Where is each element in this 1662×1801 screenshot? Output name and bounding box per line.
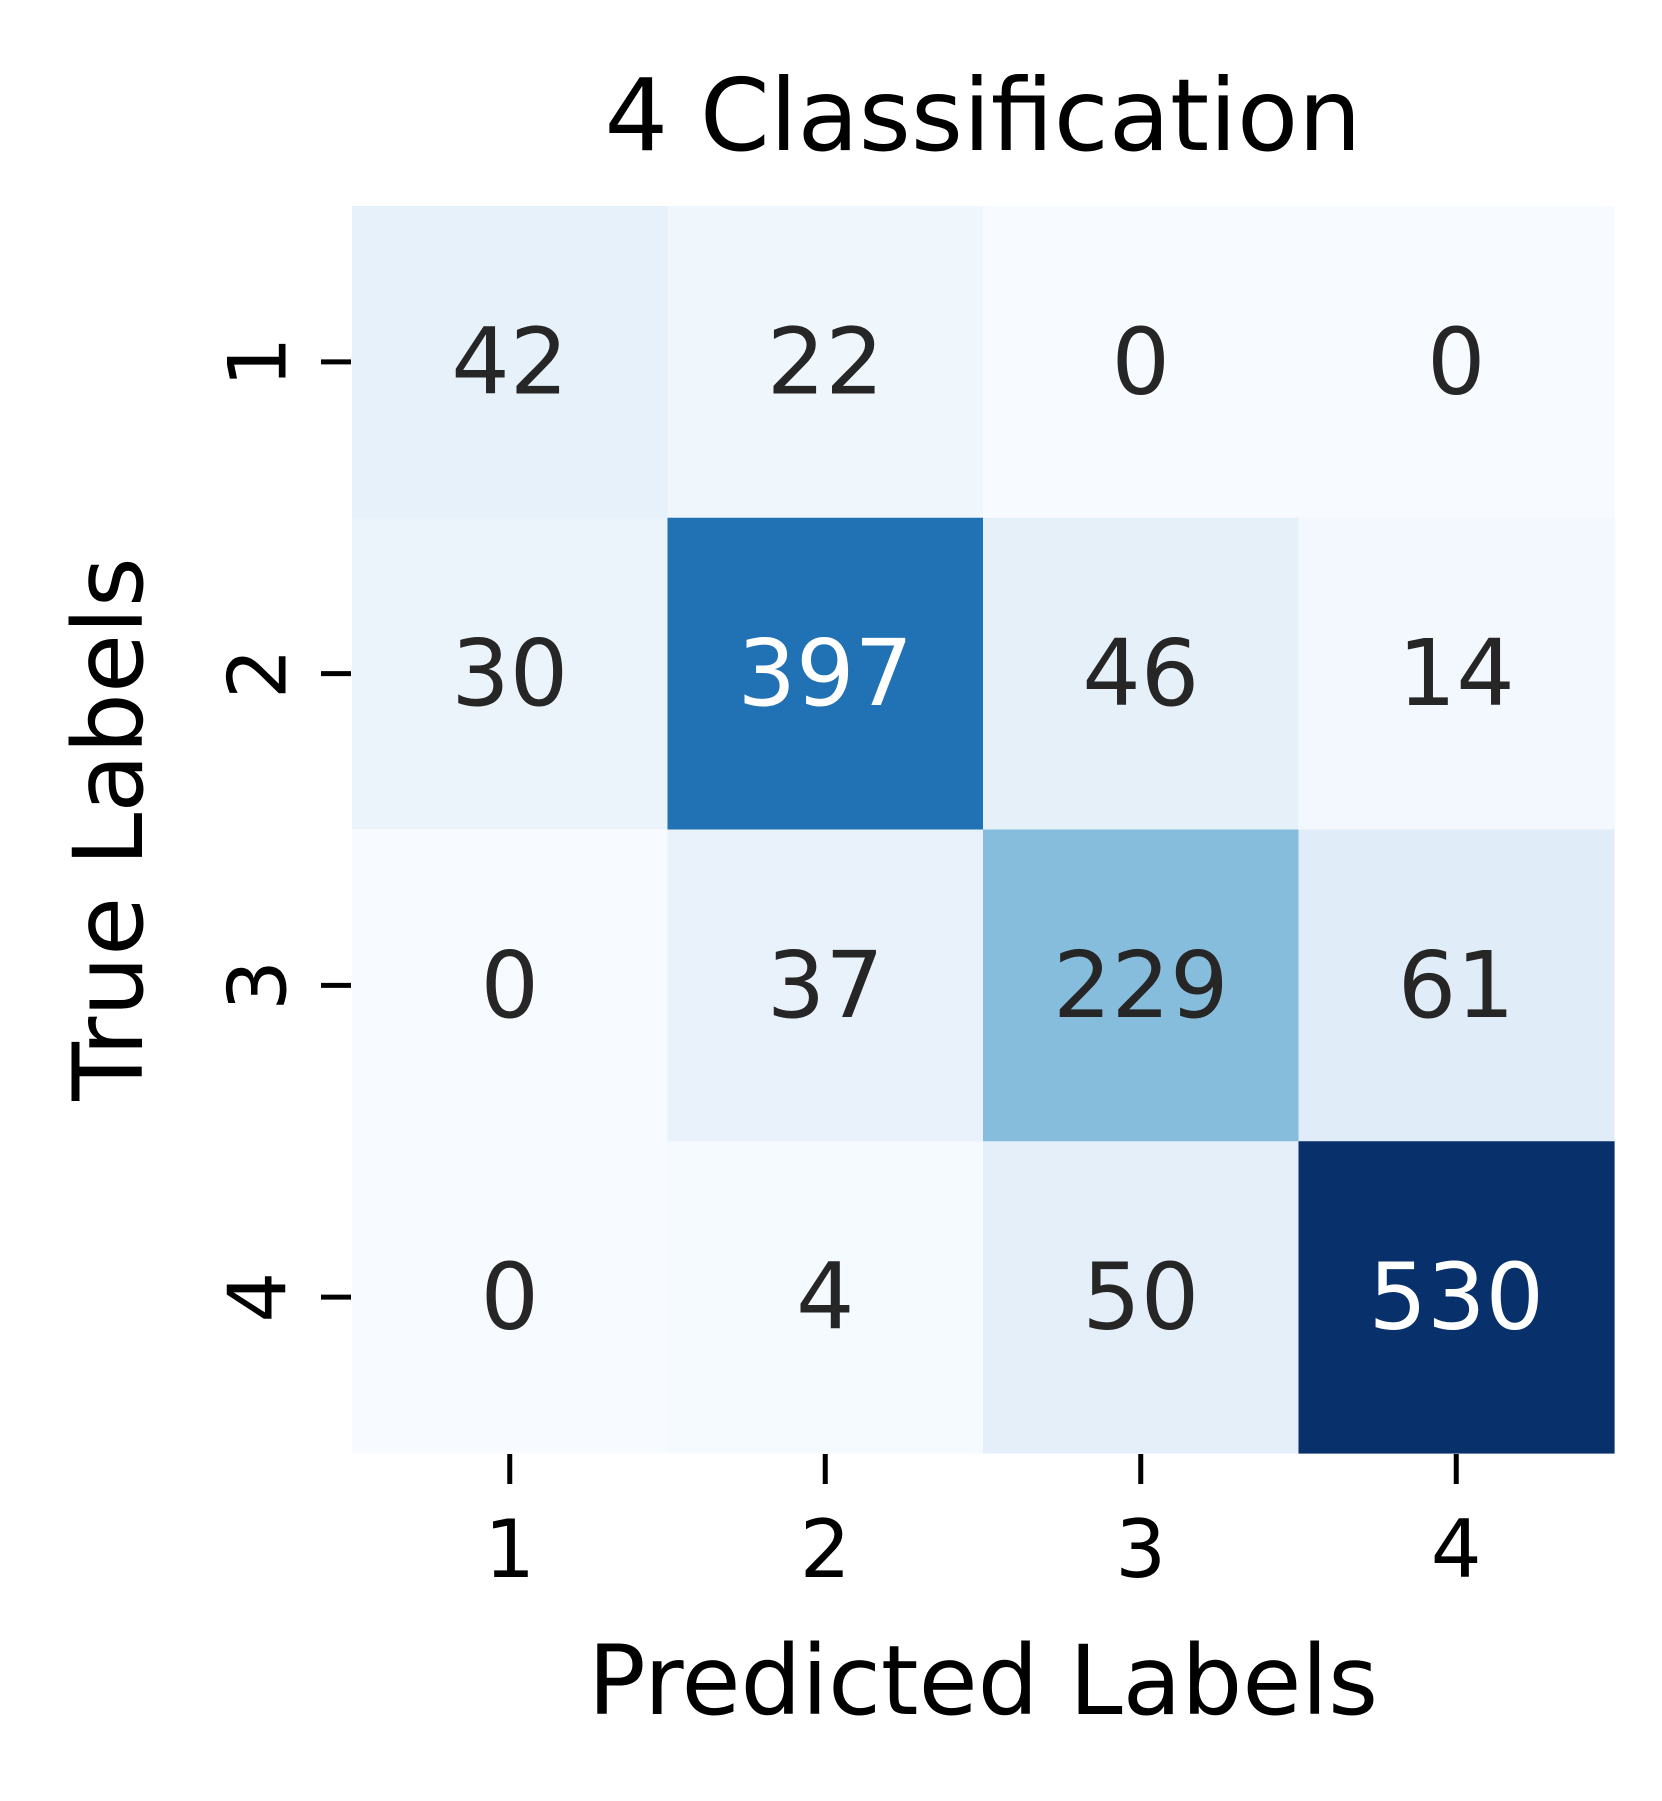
x-tick-label-4: 4: [1431, 1503, 1482, 1596]
heatmap-cell-r1-c3: [983, 206, 1300, 519]
cell-value-r3-c4: 61: [1398, 932, 1515, 1039]
heatmap-cell-r2-c1: [352, 517, 669, 831]
cell-value-r4-c4: 530: [1368, 1244, 1544, 1351]
heatmap-cell-r1-c4: [1298, 206, 1615, 519]
y-axis-label: True Labels: [53, 557, 165, 1101]
cell-annotations: 42 22 0 0 30 397 46 14 0 37 229 61 0 4 50 530: [451, 308, 1544, 1350]
x-axis-ticks: 1 2 3 4: [484, 1454, 1482, 1596]
heatmap-cell-r4-c2: [667, 1141, 984, 1454]
cell-value-r2-c3: 46: [1082, 620, 1199, 727]
x-tick-label-2: 2: [800, 1503, 851, 1596]
heatmap-cell-r2-c2: [667, 517, 984, 831]
x-tick-label-1: 1: [484, 1503, 535, 1596]
cell-value-r1-c2: 22: [767, 308, 884, 415]
cell-value-r4-c1: 0: [480, 1244, 539, 1351]
cell-value-r3-c3: 229: [1053, 932, 1229, 1039]
heatmap-cell-r4-c4: [1298, 1141, 1615, 1454]
heatmap-cell-r3-c4: [1298, 829, 1615, 1142]
x-axis-label: Predicted Labels: [588, 1625, 1378, 1737]
cell-value-r1-c4: 0: [1427, 308, 1486, 415]
cell-value-r3-c2: 37: [767, 932, 884, 1039]
cell-value-r3-c1: 0: [480, 932, 539, 1039]
y-tick-label-1: 1: [212, 336, 305, 387]
heatmap-cell-r4-c3: [983, 1141, 1300, 1454]
heatmap-cell-r1-c2: [667, 206, 984, 519]
cell-value-r1-c1: 42: [451, 308, 568, 415]
y-tick-label-2: 2: [212, 648, 305, 699]
cell-value-r2-c4: 14: [1398, 620, 1515, 727]
cell-value-r4-c3: 50: [1082, 1244, 1199, 1351]
y-axis-ticks: 1 2 3 4: [212, 336, 351, 1323]
y-tick-label-3: 3: [212, 960, 305, 1011]
x-tick-label-3: 3: [1115, 1503, 1166, 1596]
y-tick-label-4: 4: [212, 1272, 305, 1323]
heatmap-cell-r3-c3: [983, 829, 1300, 1142]
heatmap-cell-r3-c2: [667, 829, 984, 1142]
chart-title: 4 Classification: [604, 57, 1361, 174]
cell-value-r4-c2: 4: [796, 1244, 855, 1351]
heatmap-cell-r1-c1: [352, 206, 669, 519]
cell-value-r1-c3: 0: [1111, 308, 1170, 415]
heatmap-cell-r4-c1: [352, 1141, 669, 1454]
heatmap-cell-r2-c4: [1298, 517, 1615, 831]
heatmap-cell-r3-c1: [352, 829, 669, 1142]
heatmap-cells: [352, 206, 1615, 1454]
cell-value-r2-c1: 30: [451, 620, 568, 727]
heatmap-cell-r2-c3: [983, 517, 1300, 831]
cell-value-r2-c2: 397: [737, 620, 913, 727]
